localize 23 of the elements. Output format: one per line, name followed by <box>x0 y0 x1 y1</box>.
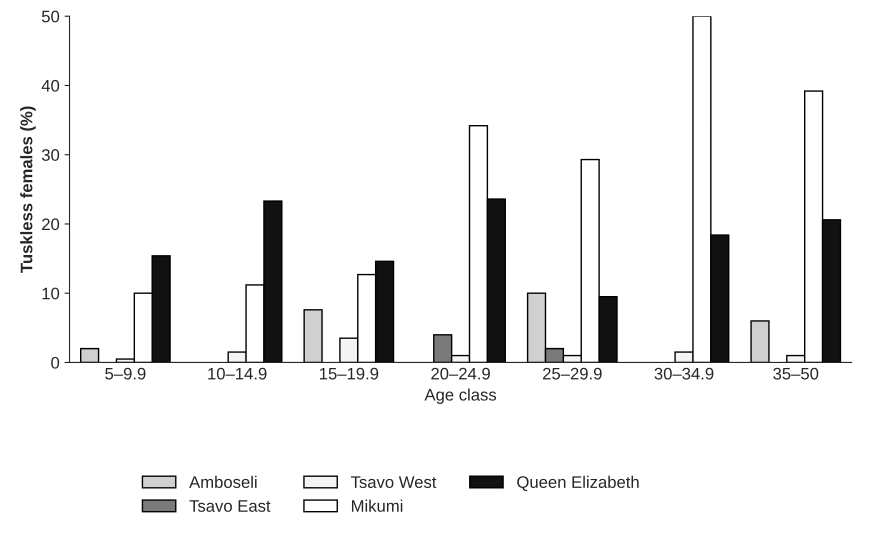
y-tick-label: 20 <box>42 218 60 230</box>
bar <box>750 320 770 362</box>
y-tick-label: 10 <box>42 288 60 300</box>
legend-label: Tsavo West <box>350 476 436 488</box>
legend-label: Mikumi <box>352 500 402 512</box>
x-tick-label: 10–14.9 <box>208 368 266 380</box>
x-tick-label: 35–50 <box>773 368 818 380</box>
y-tick-label: 30 <box>42 149 60 161</box>
y-tick-label: 40 <box>42 80 60 92</box>
x-tick-label: 30–34.9 <box>654 368 714 380</box>
legend-label: Queen Elizabeth <box>517 476 639 491</box>
x-tick-label: 15–19.9 <box>320 368 378 380</box>
x-tick-label: 5–9.9 <box>105 368 146 380</box>
legend-label: Tsavo East <box>189 500 270 512</box>
x-tick-label: 25–29.9 <box>543 368 602 380</box>
y-axis-title: Tuskless females (%) <box>20 106 36 273</box>
legend-label: Amboseli <box>189 476 257 488</box>
bar <box>80 348 100 362</box>
y-tick-label: 0 <box>51 356 60 369</box>
x-axis-title: Age class <box>424 388 496 404</box>
x-tick-label: 20–24.9 <box>431 368 490 380</box>
y-tick-label: 50 <box>42 10 60 22</box>
bar <box>303 309 323 362</box>
